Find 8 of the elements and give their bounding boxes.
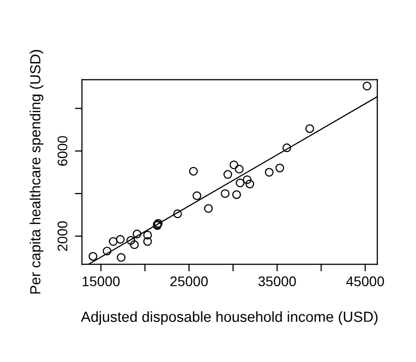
x-tick-label: 45000 — [346, 276, 384, 286]
y-tick-label: 6000 — [58, 136, 68, 166]
x-tick-label: 35000 — [258, 276, 296, 286]
y-tick-label: 2000 — [58, 221, 68, 251]
x-tick-label: 15000 — [82, 276, 120, 286]
y-axis-title: Per capita healthcare spending (USD) — [30, 50, 44, 294]
x-tick-label: 25000 — [170, 276, 208, 286]
x-axis-title: Adjusted disposable household income (USD) — [80, 311, 378, 325]
